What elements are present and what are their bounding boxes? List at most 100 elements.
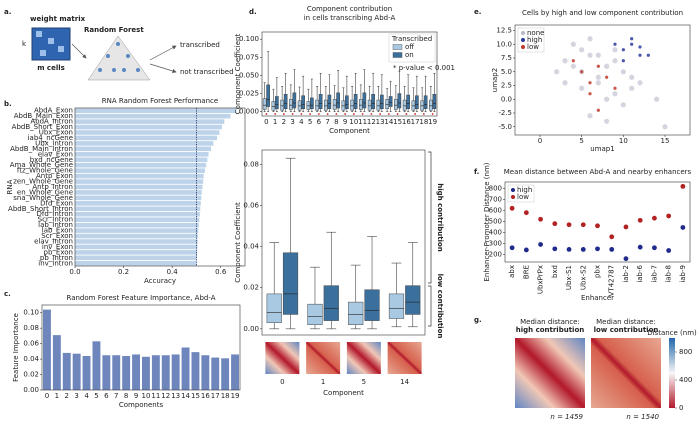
point: [595, 74, 601, 80]
bar: [171, 354, 180, 390]
y-axis-label: Component Coefficient: [234, 202, 242, 283]
significance-marker: [352, 113, 355, 115]
bar: [75, 195, 202, 201]
heatmap-subtitle: high contribution: [516, 326, 585, 334]
y-tick-label: 0.02: [23, 371, 39, 379]
y-axis-label: Feature Importance: [12, 313, 20, 382]
box: [345, 95, 349, 110]
point: [609, 234, 615, 240]
y-tick-label: 0.000: [239, 108, 259, 116]
y-tick-label: 0.06: [243, 202, 259, 210]
point: [637, 217, 643, 223]
box: [280, 99, 284, 111]
box: [341, 100, 346, 111]
y-tick-label: 10.0: [496, 40, 512, 48]
x-tick-label: 0: [264, 118, 268, 126]
bar: [75, 222, 199, 228]
panel-label: g.: [474, 316, 482, 324]
significance-marker: [370, 113, 373, 115]
point: [538, 242, 543, 247]
bar: [231, 354, 240, 390]
point: [623, 256, 629, 262]
bar: [75, 141, 214, 146]
bar: [151, 355, 160, 390]
box: [405, 285, 421, 315]
box: [420, 100, 424, 111]
y-tick-label: AbdA_Intron: [30, 118, 73, 126]
x-tick-label: 19: [428, 118, 437, 126]
tree-node: [126, 54, 130, 58]
bar: [75, 108, 237, 114]
x-tick-label: 13: [171, 392, 180, 400]
y-tick-label: 0.050: [239, 71, 259, 79]
y-tick-label: 0.08: [243, 160, 259, 168]
x-tick-label: 0: [280, 378, 284, 386]
significance-marker: [317, 113, 320, 115]
y-tick-label: 0.08: [23, 324, 39, 332]
bar: [75, 201, 201, 206]
plot-frame: [504, 181, 691, 263]
box: [364, 289, 380, 321]
point: [652, 245, 657, 251]
panel-label: b.: [4, 100, 12, 108]
x-tick-label: 0.6: [215, 268, 227, 276]
y-tick-label: Ama_Whole_Gene: [10, 161, 73, 169]
point: [612, 47, 618, 53]
x-tick-label: 4: [84, 392, 89, 400]
x-tick-label: iab-7: [650, 265, 658, 283]
significance-marker: [422, 113, 425, 115]
bar: [75, 119, 225, 124]
legend-label: low: [517, 193, 529, 201]
x-axis-label: Component: [323, 389, 364, 397]
point: [662, 124, 668, 130]
y-tick-label: AbdB_Main_Exon: [14, 112, 73, 120]
significance-marker: [405, 113, 408, 115]
bar: [132, 354, 141, 390]
x-tick-label: 0.4: [167, 268, 179, 276]
significance-marker: [396, 113, 399, 115]
box: [266, 84, 270, 107]
point: [630, 42, 634, 46]
bar: [75, 255, 197, 261]
y-tick-label: bxd_ncGene: [30, 156, 73, 164]
tree-node: [98, 68, 102, 72]
x-axis-label: Accuracy: [144, 277, 176, 285]
point: [666, 213, 672, 219]
x-tick-label: 9: [343, 118, 347, 126]
x-tick-label: 12: [161, 392, 170, 400]
thumbnail-heatmap: [265, 342, 300, 374]
x-tick-label: 18: [221, 392, 230, 400]
box: [371, 94, 375, 110]
bar: [75, 206, 201, 212]
output-label: transcribed: [180, 41, 220, 49]
point: [587, 52, 593, 58]
box: [429, 99, 433, 111]
point: [509, 245, 515, 251]
matrix-cell: [40, 50, 46, 56]
y-tick-label: zen_Whole_Gene: [13, 178, 73, 186]
x-tick-label: 7: [114, 392, 118, 400]
bar: [211, 357, 220, 390]
box: [397, 93, 402, 109]
box: [262, 98, 267, 110]
bar: [75, 184, 203, 190]
significance-marker: [361, 113, 364, 115]
x-tick-label: 1: [321, 378, 325, 386]
box: [406, 94, 410, 110]
point: [652, 215, 657, 221]
matrix-label: weight matrix: [30, 15, 86, 23]
box: [307, 303, 323, 325]
bar: [221, 358, 230, 390]
legend-swatch: [521, 45, 525, 49]
box: [380, 94, 384, 110]
point: [604, 96, 610, 102]
point: [538, 216, 543, 222]
box: [289, 99, 293, 110]
box: [388, 293, 405, 319]
colorbar-label: Distance (nm): [647, 329, 697, 337]
colorbar-tick-label: 800: [679, 348, 692, 356]
point: [604, 118, 610, 124]
box: [367, 99, 372, 111]
bracket: [428, 151, 432, 284]
bar: [75, 239, 198, 244]
